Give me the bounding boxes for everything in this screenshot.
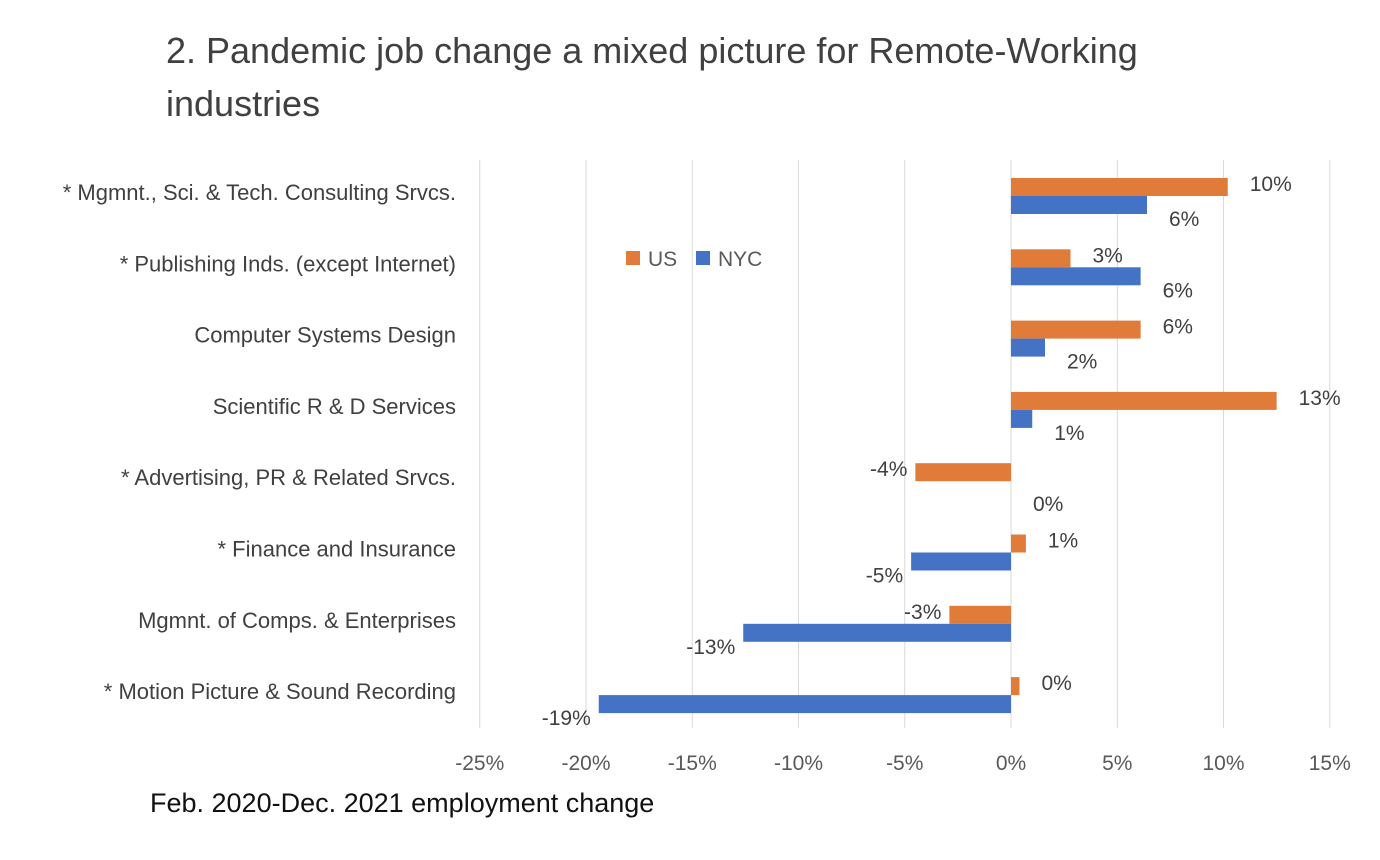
bar-us (1011, 534, 1026, 553)
bar-nyc (1011, 267, 1141, 286)
legend-swatch-us (626, 251, 640, 265)
data-label-us: 6% (1163, 316, 1193, 339)
bar-us (1011, 320, 1141, 339)
data-label-nyc: 0% (1033, 493, 1063, 516)
x-tick-label: 10% (1202, 752, 1244, 775)
legend: US NYC (626, 248, 762, 271)
legend-label-nyc: NYC (718, 248, 762, 271)
x-tick-label: -25% (455, 752, 504, 775)
category-label: * Advertising, PR & Related Srvcs. (121, 465, 456, 490)
data-label-us: -4% (870, 458, 907, 481)
bar-nyc (598, 695, 1011, 714)
x-tick-label: 0% (996, 752, 1026, 775)
category-label: * Finance and Insurance (218, 537, 457, 562)
bar-us (1011, 677, 1020, 696)
legend-label-us: US (648, 248, 677, 271)
data-label-us: 0% (1042, 672, 1072, 695)
data-labels: 10% 6% 3% 6% 6% 2% 13% 1% -4% 0% 1% -5%-3% -13% 0% -19… (542, 173, 1341, 730)
category-label: Scientific R & D Services (213, 394, 456, 419)
x-tick-label: 5% (1102, 752, 1132, 775)
x-tick-label: -5% (886, 752, 923, 775)
gridlines (479, 160, 1331, 728)
data-label-nyc: 1% (1054, 422, 1084, 445)
bar-nyc (1011, 196, 1147, 214)
data-label-us: 1% (1048, 530, 1078, 553)
bar-us (949, 605, 1011, 624)
category-labels: * Mgmnt., Sci. & Tech. Consulting Srvcs.… (63, 180, 456, 704)
x-tick-label: -20% (561, 752, 610, 775)
data-label-nyc: 6% (1163, 279, 1193, 302)
category-label: Mgmnt. of Comps. & Enterprises (138, 608, 456, 633)
data-label-nyc: 6% (1169, 208, 1199, 231)
bar-us (1011, 391, 1277, 410)
chart-title: 2. Pandemic job change a mixed picture f… (166, 30, 1138, 124)
bar-us (1011, 249, 1071, 268)
bar-nyc (911, 552, 1011, 571)
legend-swatch-nyc (696, 251, 710, 265)
x-axis-label: Feb. 2020-Dec. 2021 employment change (150, 788, 655, 818)
category-label: * Publishing Inds. (except Internet) (120, 251, 456, 276)
bars (598, 178, 1277, 714)
x-tick-labels: -25% -20% -15% -10% -5% 0% 5% 10% 15% (455, 752, 1351, 775)
bar-nyc (1011, 409, 1033, 428)
x-tick-label: -10% (774, 752, 823, 775)
bar-us (1011, 178, 1228, 196)
data-label-nyc: -13% (686, 636, 735, 659)
bar-us (915, 463, 1011, 482)
data-label-us: 10% (1250, 173, 1292, 196)
category-label: * Motion Picture & Sound Recording (104, 679, 456, 704)
bar-nyc (1011, 338, 1045, 357)
bar-nyc (743, 623, 1011, 642)
category-label: Computer Systems Design (194, 323, 456, 348)
data-label-nyc: -5% (866, 565, 903, 588)
x-tick-label: 15% (1309, 752, 1351, 775)
data-label-us: 13% (1299, 387, 1341, 410)
x-tick-label: -15% (668, 752, 717, 775)
category-label: * Mgmnt., Sci. & Tech. Consulting Srvcs. (63, 180, 456, 205)
data-label-us: 3% (1093, 244, 1123, 267)
data-label-nyc: 2% (1067, 351, 1097, 374)
data-label-us: -3% (904, 601, 941, 624)
data-label-nyc: -19% (542, 707, 591, 730)
